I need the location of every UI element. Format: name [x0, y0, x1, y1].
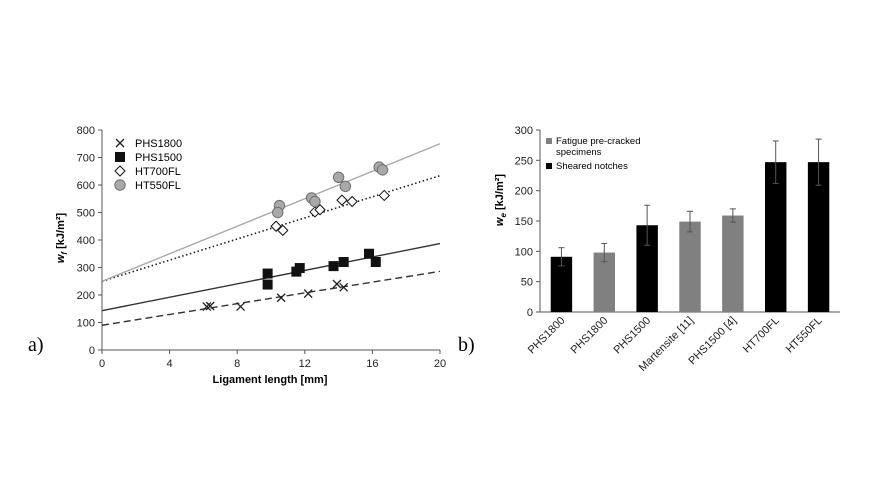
y-tick-label-b: 50 — [521, 277, 533, 289]
x-tick-label-b: PHS1500 — [611, 315, 653, 357]
data-point-phs1500 — [262, 268, 273, 279]
y-tick-label-a: 0 — [89, 345, 95, 357]
data-point-phs1500 — [262, 279, 273, 290]
x-tick-label-a: 0 — [99, 358, 105, 370]
y-tick-label-a: 500 — [77, 208, 95, 220]
bar-6 — [807, 162, 830, 312]
data-point-ht550fl — [272, 206, 284, 219]
data-point-phs1800-stroke — [332, 279, 342, 289]
legend-marker-ht700fl — [114, 165, 126, 177]
data-point-ht550fl — [332, 171, 345, 184]
bar-3 — [679, 221, 701, 312]
legend-label-phs1500: PHS1500 — [135, 152, 182, 164]
x-tick-label-a: 12 — [299, 358, 311, 370]
data-point-phs1800 — [205, 301, 215, 311]
data-point-phs1800 — [276, 293, 286, 303]
x-tick-label-a: 20 — [434, 358, 446, 370]
legend-marker-phs1800 — [115, 138, 125, 148]
y-tick-label-a: 400 — [77, 235, 95, 247]
trendline-ht700fl — [101, 174, 441, 283]
data-point-ht550fl — [339, 180, 352, 193]
y-tick-label-a: 100 — [77, 318, 95, 330]
bar-5 — [765, 162, 787, 312]
y-tick-label-a: 700 — [77, 153, 95, 165]
y-tick-label-b: 300 — [515, 125, 533, 137]
data-point-phs1800-stroke — [303, 289, 313, 299]
legend-label-ht700fl: HT700FL — [135, 166, 181, 178]
y-tick-label-b: 0 — [527, 307, 533, 319]
scatter-chart-a: a) 0 100 200 300 400 500 600 700 800 0 4 8 12 16 20 Li… — [28, 125, 446, 386]
data-point-ht700fl — [336, 194, 348, 206]
x-tick-label-b: HT700FL — [741, 315, 782, 356]
legend-swatch-fatigue — [546, 138, 552, 144]
data-point-phs1500 — [338, 257, 349, 267]
data-point-phs1500 — [328, 261, 339, 272]
bar-2 — [636, 225, 658, 312]
trendline-phs1800 — [101, 270, 441, 326]
data-point-phs1800 — [339, 282, 349, 292]
x-axis-label-a: Ligament length [mm] — [213, 374, 328, 386]
legend-marker-phs1500 — [115, 152, 125, 162]
legend-label-phs1800: PHS1800 — [135, 138, 182, 150]
legend-swatch-sheared — [546, 163, 552, 169]
y-tick-label-b: 100 — [515, 246, 533, 258]
data-point-phs1800 — [332, 279, 342, 289]
data-point-phs1800 — [202, 302, 212, 312]
legend-label-fatigue: Fatigue pre-cracked — [556, 136, 640, 147]
bar-1 — [593, 252, 615, 312]
legend-label-fatigue-line2: specimens — [556, 147, 602, 158]
data-point-phs1500 — [294, 263, 305, 274]
data-point-ht700fl — [270, 220, 282, 232]
data-point-phs1800 — [236, 302, 246, 312]
x-tick-label-b: HT550FL — [784, 315, 825, 356]
y-tick-label-b: 250 — [515, 155, 533, 167]
legend-marker-ht550fl — [114, 179, 126, 191]
y-tick-label-a: 300 — [77, 263, 95, 275]
data-point-phs1800-stroke — [236, 302, 246, 312]
bar-4 — [722, 215, 744, 312]
legend-marker-phs1800-stroke — [115, 138, 125, 148]
data-point-phs1800-stroke — [339, 282, 349, 292]
data-point-phs1500 — [370, 257, 381, 267]
x-tick-label-b: PHS1800 — [526, 315, 568, 357]
bar-0 — [550, 256, 573, 312]
trendline-ht550fl — [101, 143, 441, 282]
data-point-ht700fl — [346, 195, 358, 208]
x-tick-label-a: 8 — [234, 358, 240, 370]
data-point-ht700fl — [378, 189, 390, 202]
plot-area-a: 0 100 200 300 400 500 600 700 800 0 4 8 12 16 20 — [77, 125, 446, 370]
legend-a: PHS1800 PHS1500 HT700FL HT550FL — [114, 138, 182, 192]
x-tick-label-a: 16 — [366, 358, 378, 370]
panel-label-b: b) — [458, 334, 475, 356]
x-tick-label-b: PHS1800 — [569, 315, 611, 357]
legend-label-sheared: Sheared notches — [556, 161, 628, 172]
y-tick-label-a: 600 — [77, 180, 95, 192]
data-point-ht550fl — [376, 164, 389, 176]
data-point-phs1500 — [364, 248, 375, 259]
panel-label-a: a) — [28, 334, 44, 356]
data-point-ht700fl — [314, 204, 326, 216]
y-axis-label-b: we [kJ/m²] — [494, 174, 508, 226]
y-tick-label-a: 200 — [77, 290, 95, 302]
data-point-phs1800-stroke — [276, 293, 286, 303]
data-point-phs1800-stroke — [205, 301, 215, 311]
x-tick-label-a: 4 — [167, 358, 173, 370]
data-point-phs1800-stroke — [202, 302, 212, 312]
data-point-ht700fl — [277, 224, 289, 237]
data-point-phs1800 — [303, 289, 313, 299]
legend-label-ht550fl: HT550FL — [135, 180, 181, 192]
y-axis-label-a: wf [kJ/m²] — [55, 212, 69, 263]
data-point-ht550fl — [309, 195, 321, 208]
y-tick-label-b: 200 — [515, 186, 533, 198]
y-tick-label-b: 150 — [515, 216, 533, 228]
y-tick-label-a: 800 — [77, 125, 95, 137]
